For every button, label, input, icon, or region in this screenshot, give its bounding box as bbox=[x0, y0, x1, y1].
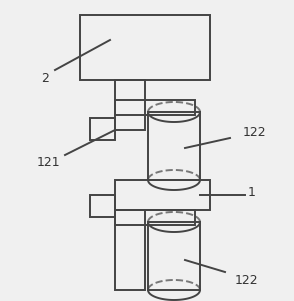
Bar bbox=[148, 222, 200, 290]
Text: 121: 121 bbox=[36, 157, 60, 169]
Bar bbox=[115, 80, 145, 130]
Bar bbox=[115, 210, 145, 290]
Bar bbox=[115, 210, 195, 225]
Text: 122: 122 bbox=[243, 126, 267, 139]
Bar bbox=[90, 195, 115, 217]
Bar bbox=[90, 118, 115, 140]
Bar bbox=[80, 15, 210, 80]
Bar bbox=[115, 180, 210, 210]
Text: 1: 1 bbox=[248, 185, 256, 198]
Text: 122: 122 bbox=[235, 274, 259, 287]
Bar bbox=[115, 100, 195, 115]
Bar bbox=[148, 112, 200, 180]
Text: 2: 2 bbox=[41, 72, 49, 85]
